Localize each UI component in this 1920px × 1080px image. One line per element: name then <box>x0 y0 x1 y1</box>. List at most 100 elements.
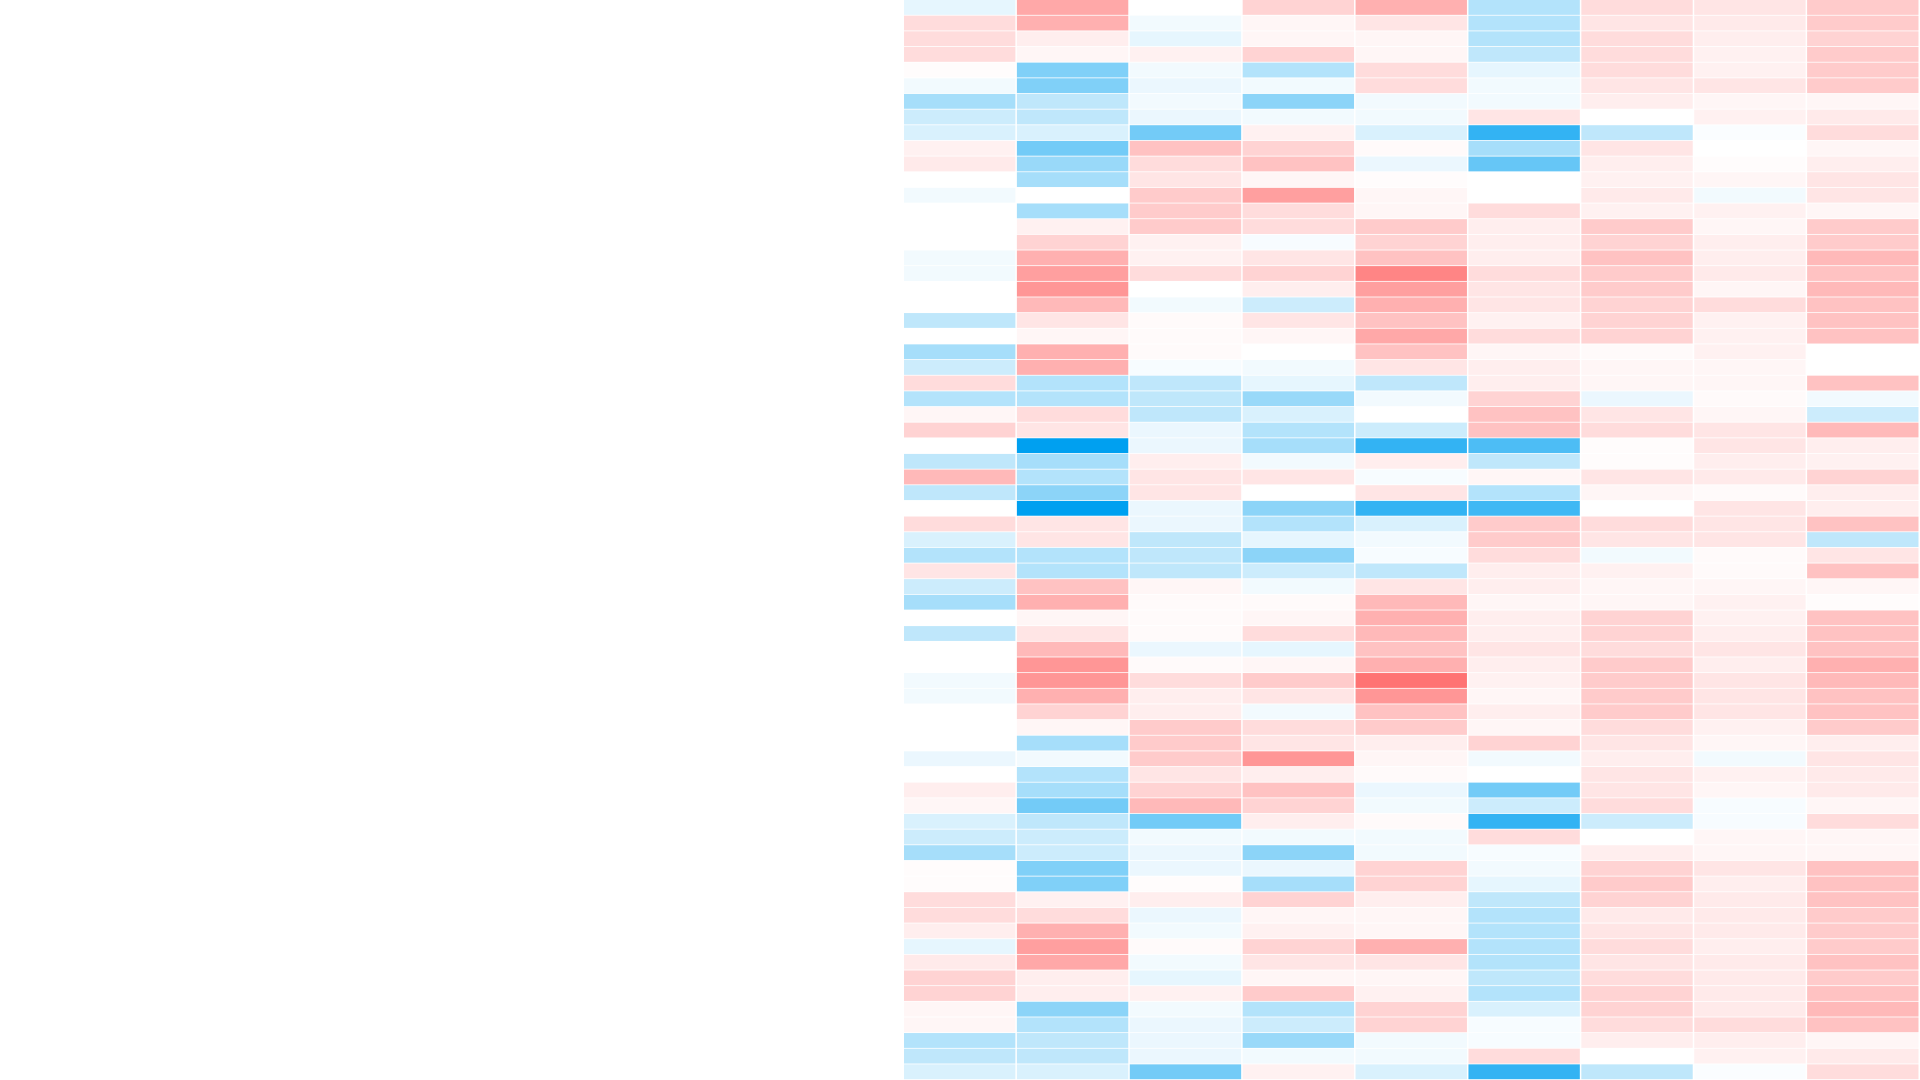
heatmap-cell <box>1694 438 1806 454</box>
heatmap-cell <box>904 1001 1016 1017</box>
heatmap-cell <box>1807 1048 1919 1064</box>
heatmap-cell <box>1355 172 1467 188</box>
heatmap-cell <box>1468 328 1580 344</box>
heatmap-cell <box>904 939 1016 954</box>
heatmap-cell <box>1807 720 1919 735</box>
heatmap-cell <box>1694 328 1806 344</box>
heatmap-cell <box>1016 453 1129 469</box>
heatmap-cell <box>1355 500 1467 516</box>
heatmap-cell <box>1129 970 1242 986</box>
heatmap-cell <box>1807 0 1919 15</box>
heatmap-cell <box>1581 579 1693 594</box>
heatmap-cell <box>1581 46 1693 62</box>
heatmap-cell <box>1468 813 1580 829</box>
heatmap-cell <box>1242 453 1355 469</box>
heatmap-cell <box>1694 673 1806 688</box>
heatmap-cell <box>1694 360 1806 375</box>
heatmap-cell <box>1807 125 1919 141</box>
heatmap-cell <box>1129 907 1242 923</box>
heatmap-cell <box>1581 563 1693 579</box>
heatmap-cell <box>1242 62 1355 78</box>
heatmap-cell <box>1468 720 1580 735</box>
heatmap-cell <box>1468 954 1580 970</box>
heatmap-cell <box>1242 219 1355 234</box>
heatmap-cell <box>1355 1001 1467 1017</box>
heatmap-cell <box>1694 798 1806 814</box>
heatmap-cell <box>1242 375 1355 391</box>
heatmap-cell <box>1129 876 1242 892</box>
heatmap-cell <box>1468 360 1580 375</box>
heatmap-cell <box>1694 46 1806 62</box>
heatmap-cell <box>1016 673 1129 688</box>
heatmap-cell <box>1581 751 1693 767</box>
heatmap-cell <box>1242 907 1355 923</box>
heatmap-cell <box>1468 281 1580 297</box>
heatmap-cell <box>1016 516 1129 532</box>
heatmap-cell <box>1694 626 1806 641</box>
heatmap-cell <box>904 829 1016 845</box>
heatmap-cell <box>1694 234 1806 250</box>
heatmap-cell <box>904 907 1016 923</box>
heatmap-cell <box>1468 688 1580 704</box>
heatmap-cell <box>1468 907 1580 923</box>
heatmap-cell <box>1129 704 1242 720</box>
heatmap-cell <box>1468 579 1580 594</box>
heatmap-cell <box>1016 954 1129 970</box>
heatmap-cell <box>1016 547 1129 563</box>
heatmap-cell <box>1355 406 1467 422</box>
heatmap-cell <box>1129 766 1242 782</box>
heatmap-cell <box>1694 766 1806 782</box>
heatmap-cell <box>904 391 1016 407</box>
heatmap-cell <box>1694 485 1806 501</box>
heatmap-cell <box>1355 563 1467 579</box>
heatmap-cell <box>1807 360 1919 375</box>
heatmap-cell <box>1807 109 1919 125</box>
heatmap-cell <box>1129 313 1242 328</box>
heatmap-cell <box>904 313 1016 328</box>
heatmap-cell <box>1129 500 1242 516</box>
heatmap-cell <box>1807 46 1919 62</box>
heatmap-cell <box>1242 1001 1355 1017</box>
heatmap-cell <box>1129 860 1242 876</box>
heatmap-cell <box>1807 766 1919 782</box>
heatmap-cell <box>1807 626 1919 641</box>
heatmap-cell <box>1355 391 1467 407</box>
heatmap-cell <box>1242 547 1355 563</box>
heatmap-cell <box>1581 766 1693 782</box>
heatmap-cell <box>1694 125 1806 141</box>
heatmap-cell <box>904 720 1016 735</box>
heatmap-cell <box>1694 860 1806 876</box>
heatmap-cell <box>1581 845 1693 861</box>
heatmap-cell <box>1468 766 1580 782</box>
heatmap-cell <box>1016 485 1129 501</box>
heatmap-cell <box>904 360 1016 375</box>
heatmap-cell <box>1355 234 1467 250</box>
heatmap-cell <box>1016 422 1129 438</box>
heatmap-cell <box>1468 500 1580 516</box>
heatmap-cell <box>1016 344 1129 360</box>
heatmap-cell <box>1355 579 1467 594</box>
heatmap-cell <box>1468 798 1580 814</box>
heatmap-cell <box>1807 391 1919 407</box>
heatmap-cell <box>1581 860 1693 876</box>
heatmap-cell <box>1807 532 1919 548</box>
heatmap-cell <box>1694 1017 1806 1033</box>
heatmap-cell <box>1468 986 1580 1001</box>
heatmap-cell <box>1355 78 1467 94</box>
heatmap-cell <box>1242 986 1355 1001</box>
heatmap-cell <box>1242 720 1355 735</box>
heatmap-cell <box>904 187 1016 203</box>
heatmap-cell <box>1694 15 1806 31</box>
heatmap-cell <box>1129 610 1242 626</box>
heatmap-cell <box>1242 657 1355 673</box>
heatmap-cell <box>1581 140 1693 156</box>
heatmap-cell <box>1129 626 1242 641</box>
heatmap-cell <box>1694 939 1806 954</box>
heatmap-cell <box>1355 954 1467 970</box>
heatmap-cell <box>1581 344 1693 360</box>
heatmap-cell <box>1581 939 1693 954</box>
heatmap-cell <box>1581 986 1693 1001</box>
heatmap-cell <box>1355 125 1467 141</box>
heatmap-cell <box>1355 156 1467 172</box>
heatmap-cell <box>1581 438 1693 454</box>
